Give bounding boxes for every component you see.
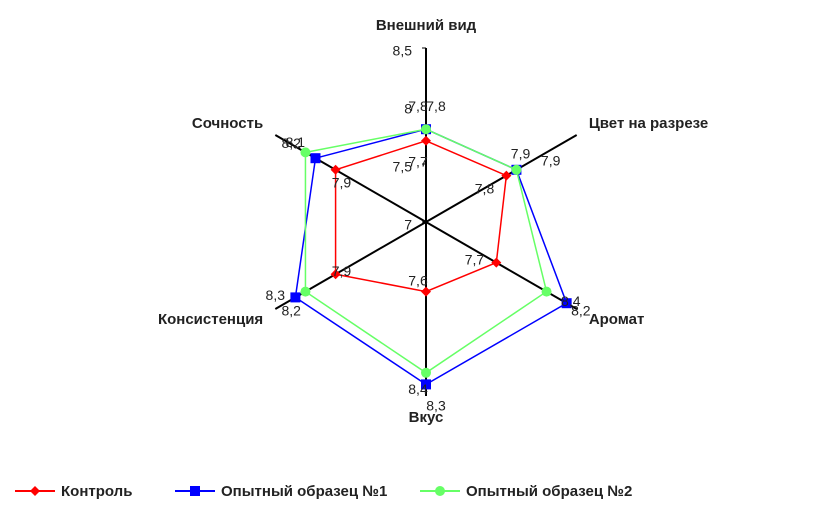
data-label: 7,8 <box>408 98 428 114</box>
axis-line <box>425 221 578 310</box>
marker <box>421 379 431 390</box>
marker <box>310 153 321 164</box>
legend-label: Контроль <box>61 483 132 500</box>
legend-marker <box>435 486 445 496</box>
data-label: 7,8 <box>426 98 446 114</box>
data-label: 8,1 <box>286 134 306 150</box>
category-label: Консистенция <box>158 311 263 328</box>
data-label: 7,7 <box>408 154 428 170</box>
marker <box>300 286 311 297</box>
marker <box>501 170 512 181</box>
category-label: Вкус <box>409 409 444 426</box>
marker <box>421 286 431 297</box>
axis-line <box>274 134 427 223</box>
category-label: Сочность <box>192 115 263 132</box>
data-label: 8,3 <box>426 398 446 414</box>
tick-label: 7 <box>404 217 412 233</box>
axis-line <box>425 134 578 223</box>
data-label: 8,2 <box>281 302 301 318</box>
marker <box>561 298 572 309</box>
data-label: 8,4 <box>561 293 581 309</box>
data-label: 8,2 <box>281 135 301 151</box>
marker <box>421 124 431 135</box>
data-label: 7,7 <box>465 251 485 267</box>
legend-label: Опытный образец №2 <box>466 483 632 500</box>
legend-marker <box>190 486 200 496</box>
legend-label: Опытный образец №1 <box>221 483 387 500</box>
marker <box>421 135 431 146</box>
tick-label: 8 <box>404 101 412 117</box>
marker <box>330 164 341 175</box>
axis-line <box>274 221 427 310</box>
marker <box>491 257 502 268</box>
marker <box>330 269 341 280</box>
category-label: Цвет на разрезе <box>589 115 708 132</box>
data-label: 7,8 <box>475 180 495 196</box>
data-label: 8,4 <box>408 381 428 397</box>
data-label: 7,9 <box>332 175 352 191</box>
data-label: 8,3 <box>266 287 286 303</box>
marker <box>421 367 431 378</box>
data-label: 7,9 <box>541 153 561 169</box>
marker <box>300 147 311 158</box>
tick-label: 8,5 <box>393 43 413 59</box>
marker <box>511 164 522 175</box>
marker <box>541 286 552 297</box>
data-label: 8,2 <box>571 302 591 318</box>
tick-label: 7,5 <box>393 159 413 175</box>
legend-marker <box>30 486 40 496</box>
data-label: 7,9 <box>511 146 531 162</box>
category-label: Внешний вид <box>376 17 477 34</box>
data-label: 7,6 <box>408 272 428 288</box>
marker <box>290 292 301 303</box>
data-label: 7,9 <box>332 263 352 279</box>
category-label: Аромат <box>589 311 645 328</box>
